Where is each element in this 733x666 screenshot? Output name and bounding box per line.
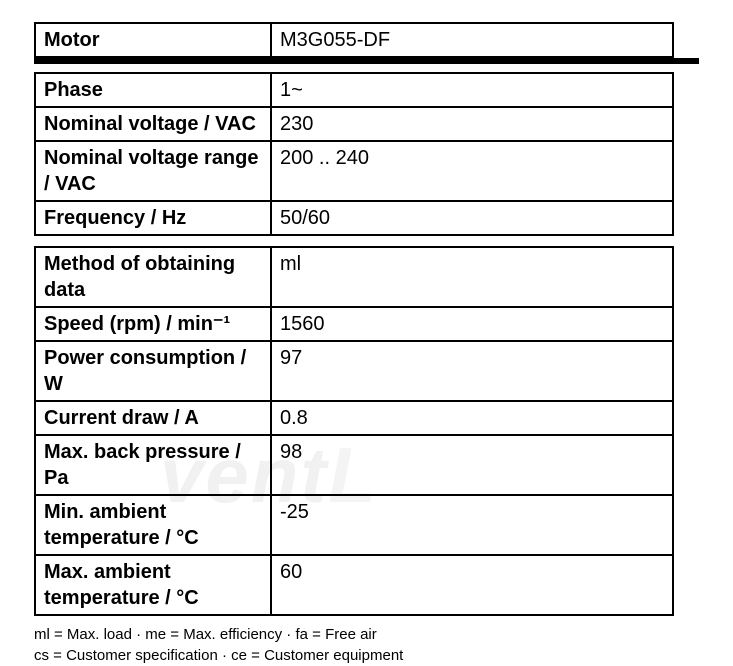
motor-table: Motor M3G055-DF: [34, 22, 674, 58]
table-row: Max. back pressure / Pa 98: [35, 435, 673, 495]
spec-key: Phase: [35, 73, 271, 107]
spec-value: 0.8: [271, 401, 673, 435]
table-row: Power consumption / W 97: [35, 341, 673, 401]
content: Motor M3G055-DF Phase 1~ Nominal voltage…: [34, 22, 699, 666]
spec-key: Frequency / Hz: [35, 201, 271, 235]
electrical-table: Phase 1~ Nominal voltage / VAC 230 Nomin…: [34, 72, 674, 236]
spec-value: 60: [271, 555, 673, 615]
spec-key: Max. ambient temperature / °C: [35, 555, 271, 615]
table-row: Max. ambient temperature / °C 60: [35, 555, 673, 615]
spec-value: ml: [271, 247, 673, 307]
table-row: Method of obtaining data ml: [35, 247, 673, 307]
legend-line-1: ml = Max. load · me = Max. efficiency · …: [34, 624, 699, 645]
spec-key: Current draw / A: [35, 401, 271, 435]
table-row: Frequency / Hz 50/60: [35, 201, 673, 235]
spec-value: 1560: [271, 307, 673, 341]
table-row: Current draw / A 0.8: [35, 401, 673, 435]
spec-value: 1~: [271, 73, 673, 107]
legend-line-2: cs = Customer specification · ce = Custo…: [34, 645, 699, 666]
spec-value: 230: [271, 107, 673, 141]
spec-key: Min. ambient temperature / °C: [35, 495, 271, 555]
motor-key: Motor: [35, 23, 271, 57]
spec-value: 98: [271, 435, 673, 495]
table-row: Nominal voltage / VAC 230: [35, 107, 673, 141]
table-row: Speed (rpm) / min⁻¹ 1560: [35, 307, 673, 341]
table-row: Phase 1~: [35, 73, 673, 107]
spec-key: Max. back pressure / Pa: [35, 435, 271, 495]
spec-key: Nominal voltage range / VAC: [35, 141, 271, 201]
spec-value: -25: [271, 495, 673, 555]
spec-key: Method of obtaining data: [35, 247, 271, 307]
thick-divider: [34, 58, 699, 72]
table-row: Motor M3G055-DF: [35, 23, 673, 57]
performance-table: Method of obtaining data ml Speed (rpm) …: [34, 246, 674, 616]
spec-key: Power consumption / W: [35, 341, 271, 401]
spec-value: 200 .. 240: [271, 141, 673, 201]
gap: [34, 236, 699, 246]
spec-key: Nominal voltage / VAC: [35, 107, 271, 141]
legend: ml = Max. load · me = Max. efficiency · …: [34, 624, 699, 666]
motor-value: M3G055-DF: [271, 23, 673, 57]
spec-key: Speed (rpm) / min⁻¹: [35, 307, 271, 341]
spec-value: 97: [271, 341, 673, 401]
table-row: Nominal voltage range / VAC 200 .. 240: [35, 141, 673, 201]
spec-value: 50/60: [271, 201, 673, 235]
table-row: Min. ambient temperature / °C -25: [35, 495, 673, 555]
